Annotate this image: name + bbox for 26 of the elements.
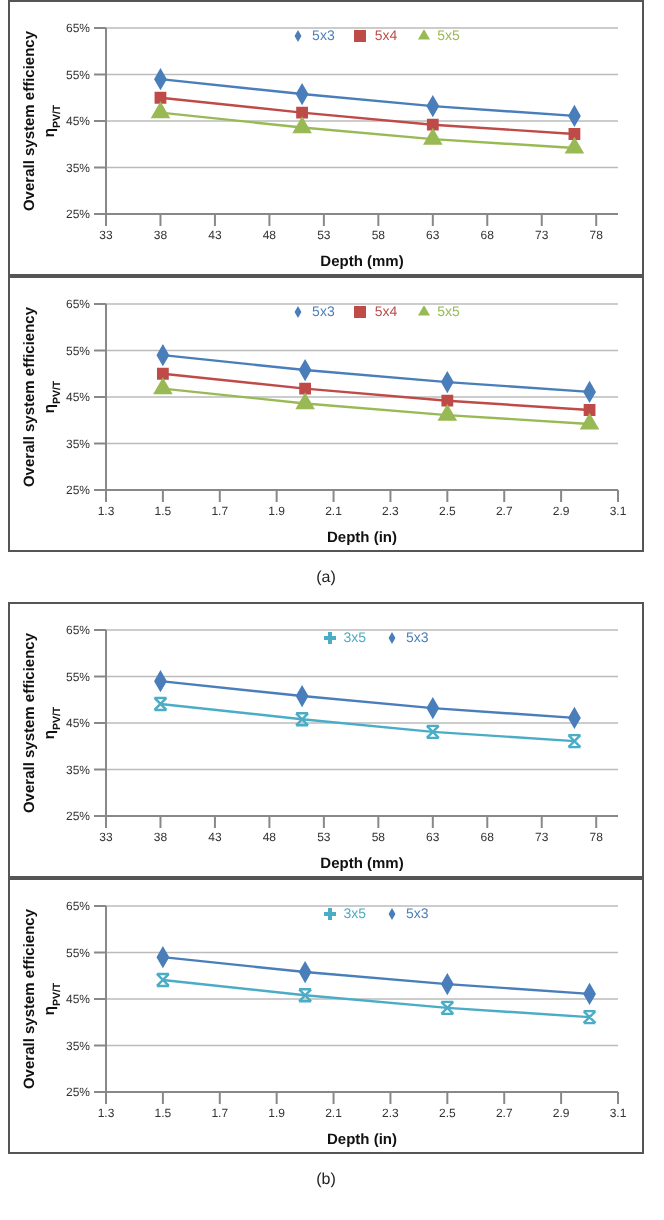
point xyxy=(294,712,310,727)
point xyxy=(299,382,312,395)
point xyxy=(293,117,312,134)
point xyxy=(583,404,596,416)
text: (b) xyxy=(314,1170,338,1188)
point xyxy=(440,1000,455,1016)
point xyxy=(297,988,313,1003)
point xyxy=(296,106,308,119)
point xyxy=(155,972,171,988)
point xyxy=(582,1009,597,1025)
point xyxy=(154,91,167,104)
point xyxy=(567,733,582,749)
point xyxy=(441,394,454,407)
point xyxy=(568,128,581,140)
point xyxy=(426,118,439,131)
point xyxy=(425,724,441,740)
point xyxy=(423,128,442,145)
text: (a) xyxy=(314,568,338,586)
point xyxy=(153,378,172,395)
point xyxy=(156,367,169,380)
point xyxy=(565,137,584,154)
point xyxy=(296,393,315,410)
point xyxy=(153,696,168,712)
point xyxy=(151,102,170,119)
point xyxy=(580,413,599,430)
point xyxy=(438,404,457,421)
